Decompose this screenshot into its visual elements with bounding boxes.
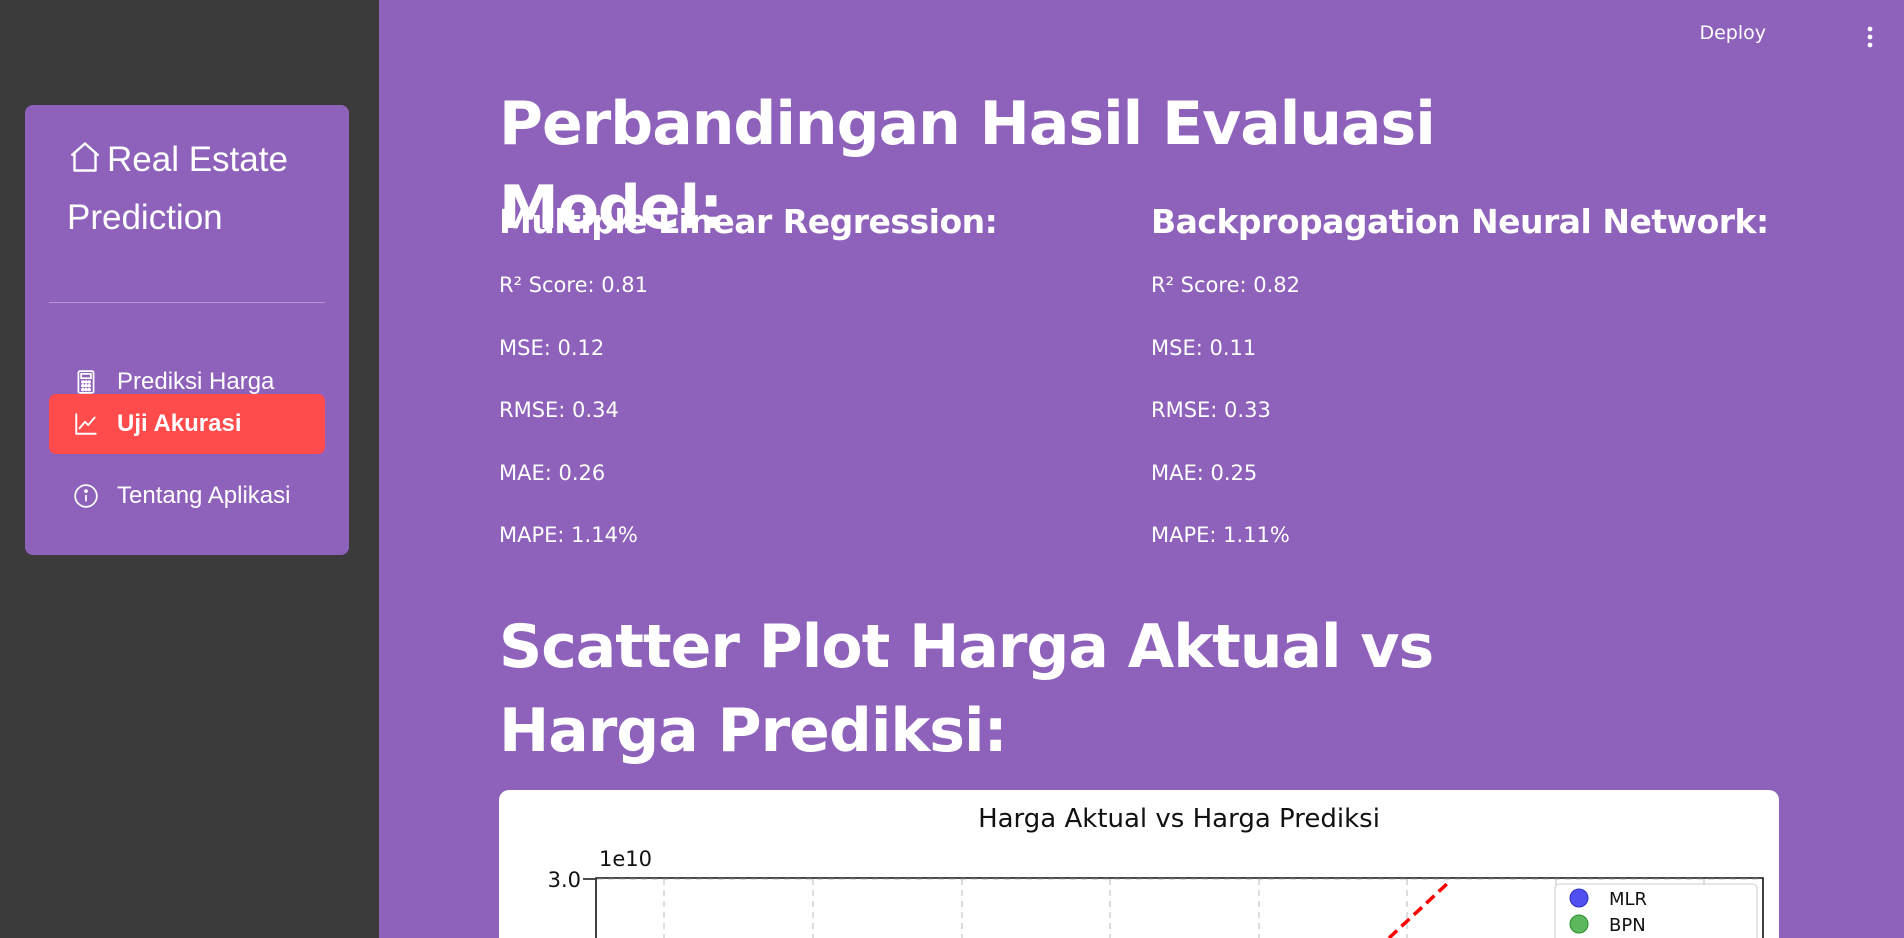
nav-label-uji-akurasi: Uji Akurasi (117, 410, 242, 437)
bpn-heading: Backpropagation Neural Network: (1151, 202, 1769, 241)
line-chart-icon (73, 411, 99, 437)
mlr-mape: MAPE: 1.14% (499, 523, 638, 547)
legend-label-mlr: MLR (1609, 889, 1647, 910)
legend-marker-mlr (1569, 888, 1589, 908)
more-vertical-icon[interactable] (1866, 25, 1874, 49)
nav-label-tentang-aplikasi: Tentang Aplikasi (117, 482, 291, 509)
bpn-mape: MAPE: 1.11% (1151, 523, 1290, 547)
page-title: Perbandingan Hasil Evaluasi Model: (499, 89, 1436, 243)
mlr-results: Multiple Linear Regression: R² Score: 0.… (499, 200, 1119, 583)
bpn-mse: MSE: 0.11 (1151, 335, 1257, 360)
home-icon (67, 137, 107, 191)
nav-label-prediksi-harga: Prediksi Harga (117, 368, 275, 395)
legend-label-bpn: BPN (1609, 915, 1646, 936)
chart-legend (1554, 883, 1758, 938)
sidebar-divider (49, 302, 325, 303)
nav-item-tentang-aplikasi[interactable]: Tentang Aplikasi (49, 466, 325, 526)
info-icon (73, 483, 99, 509)
reference-line (1387, 880, 1451, 938)
mlr-r2: R² Score: 0.81 (499, 273, 649, 297)
scatter-chart-card: Harga Aktual vs Harga Prediksi 1e10 3.0 … (499, 790, 1779, 938)
sidebar: Real Estate Prediction Prediksi Harga Uj… (0, 0, 379, 938)
mlr-heading: Multiple Linear Regression: (499, 202, 998, 241)
app-brand-text: Real Estate Prediction (67, 140, 288, 237)
calculator-icon (73, 369, 99, 395)
bpn-rmse: RMSE: 0.33 (1151, 398, 1271, 422)
sidebar-menu-card: Real Estate Prediction Prediksi Harga Uj… (25, 105, 349, 555)
bpn-results: Backpropagation Neural Network: R² Score… (1151, 200, 1771, 583)
mlr-mae: MAE: 0.26 (499, 460, 606, 485)
plot-frame (595, 877, 1764, 938)
bpn-mae: MAE: 0.25 (1151, 460, 1258, 485)
deploy-button[interactable]: Deploy (1699, 22, 1766, 44)
chart-offset-label: 1e10 (599, 847, 652, 871)
y-tick-label: 3.0 (548, 868, 581, 892)
nav-item-uji-akurasi[interactable]: Uji Akurasi (49, 394, 325, 454)
scatter-chart: Harga Aktual vs Harga Prediksi 1e10 3.0 … (548, 804, 1764, 938)
mlr-mse: MSE: 0.12 (499, 335, 605, 360)
app-brand: Real Estate Prediction (67, 133, 317, 245)
mlr-rmse: RMSE: 0.34 (499, 398, 619, 422)
bpn-r2: R² Score: 0.82 (1151, 273, 1301, 297)
legend-marker-bpn (1569, 914, 1589, 934)
scatter-section-title: Scatter Plot Harga Aktual vs Harga Predi… (499, 612, 1434, 766)
nav-item-prediksi-harga[interactable]: Prediksi Harga (49, 352, 325, 412)
chart-title: Harga Aktual vs Harga Prediksi (978, 804, 1380, 834)
grid-lines (663, 879, 1705, 938)
